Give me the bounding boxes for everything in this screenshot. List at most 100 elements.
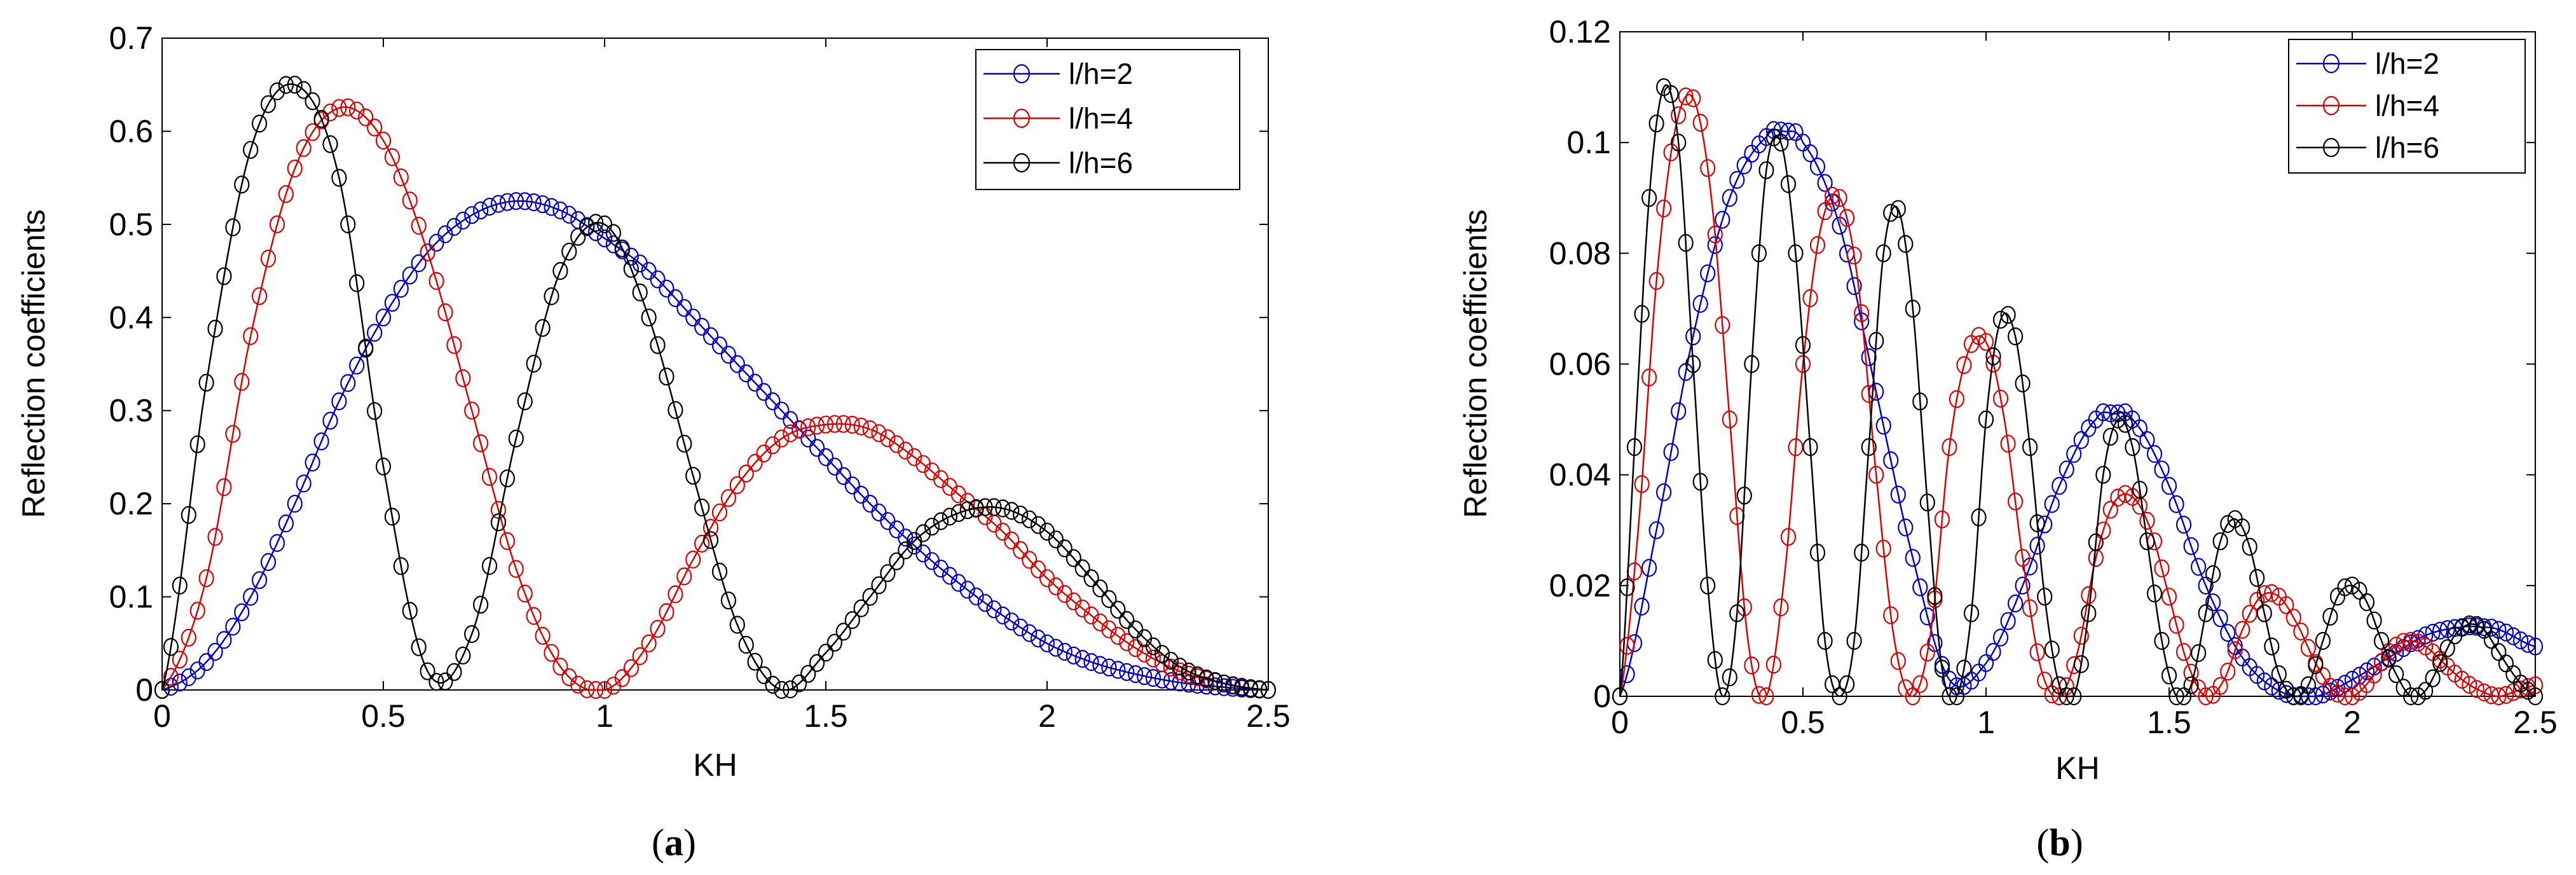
data-point [862, 420, 878, 439]
data-point [2366, 665, 2382, 684]
data-point [2483, 618, 2499, 637]
data-point [2227, 637, 2243, 656]
data-point [2212, 532, 2228, 551]
data-point [2505, 627, 2521, 645]
x-tick-label: 1.5 [804, 698, 848, 734]
panel-a-ylabel: Reflection coefficients [16, 209, 51, 518]
data-point [428, 673, 444, 691]
data-point [1136, 644, 1153, 663]
data-point [2293, 622, 2309, 641]
data-point [1992, 628, 2009, 647]
data-point [322, 411, 338, 430]
legend-marker [1013, 153, 1031, 173]
data-point [774, 680, 790, 699]
data-point [464, 401, 480, 420]
data-point [287, 159, 303, 178]
data-point [181, 668, 196, 687]
data-point [2154, 631, 2170, 651]
data-point [1030, 560, 1046, 579]
data-point [2381, 649, 2397, 668]
data-point [871, 576, 887, 595]
data-point [2432, 621, 2448, 640]
panel-a-xlabel: KH [693, 747, 737, 783]
data-point [1949, 687, 1964, 706]
data-point [1912, 392, 1928, 411]
data-point [942, 567, 958, 585]
data-point [1234, 678, 1250, 696]
y-tick-label: 0.1 [1566, 125, 1611, 160]
data-point [809, 439, 825, 457]
data-point [844, 610, 860, 630]
data-point [729, 476, 745, 495]
data-point [499, 469, 516, 488]
data-point [1074, 559, 1090, 577]
data-point [1612, 687, 1628, 706]
data-point [1181, 662, 1196, 681]
data-point [1692, 294, 1708, 313]
data-point [1825, 186, 1840, 205]
data-point [950, 574, 966, 592]
data-point [2198, 576, 2214, 595]
data-point [1048, 530, 1064, 549]
data-point [2491, 643, 2507, 661]
data-point [1875, 417, 1891, 435]
data-point [587, 214, 604, 232]
data-point [402, 602, 418, 620]
data-point [2271, 665, 2287, 684]
data-point [198, 569, 214, 588]
data-point [517, 392, 533, 411]
panel-a-series [154, 76, 1277, 699]
data-point [2403, 631, 2419, 650]
data-point [1013, 506, 1029, 524]
data-point [535, 626, 551, 645]
data-point [366, 324, 383, 342]
data-point [1802, 438, 1818, 457]
data-point [2161, 476, 2177, 495]
data-point [2183, 676, 2199, 694]
data-point [269, 82, 285, 100]
data-point [1715, 316, 1730, 334]
data-point [216, 267, 232, 286]
data-point [163, 638, 179, 656]
x-tick-label: 2 [2343, 705, 2361, 740]
data-point [1817, 174, 1833, 192]
data-point [676, 434, 692, 453]
data-point [2285, 687, 2301, 706]
data-point [1817, 202, 1833, 221]
data-point [269, 534, 285, 553]
data-point [455, 211, 471, 230]
data-point [1832, 687, 1847, 706]
data-point [2161, 588, 2177, 606]
data-point [2022, 438, 2038, 457]
data-point [481, 197, 498, 216]
data-point [1934, 510, 1950, 528]
data-point [2454, 619, 2470, 637]
data-point [1092, 579, 1108, 598]
data-point [765, 436, 781, 455]
data-point [2308, 656, 2324, 675]
data-point [1854, 304, 1870, 322]
data-point [641, 634, 657, 652]
data-point [2015, 549, 2031, 567]
data-point [296, 474, 312, 493]
data-point [2278, 685, 2294, 703]
data-point [1809, 157, 1826, 176]
data-point [968, 587, 984, 606]
data-point [420, 243, 435, 261]
data-point [1905, 300, 1921, 318]
data-point [420, 662, 435, 680]
data-point [738, 635, 754, 654]
data-point [472, 434, 489, 453]
data-point [783, 411, 798, 429]
data-point [783, 680, 798, 699]
data-point [1634, 475, 1650, 493]
data-point [720, 489, 737, 507]
data-point [1619, 637, 1635, 655]
data-point [1758, 161, 1774, 179]
data-point [517, 584, 533, 603]
data-point [526, 607, 542, 625]
data-point [1736, 486, 1752, 505]
data-point [1065, 592, 1081, 610]
data-point [862, 494, 878, 513]
data-point [2000, 612, 2016, 630]
